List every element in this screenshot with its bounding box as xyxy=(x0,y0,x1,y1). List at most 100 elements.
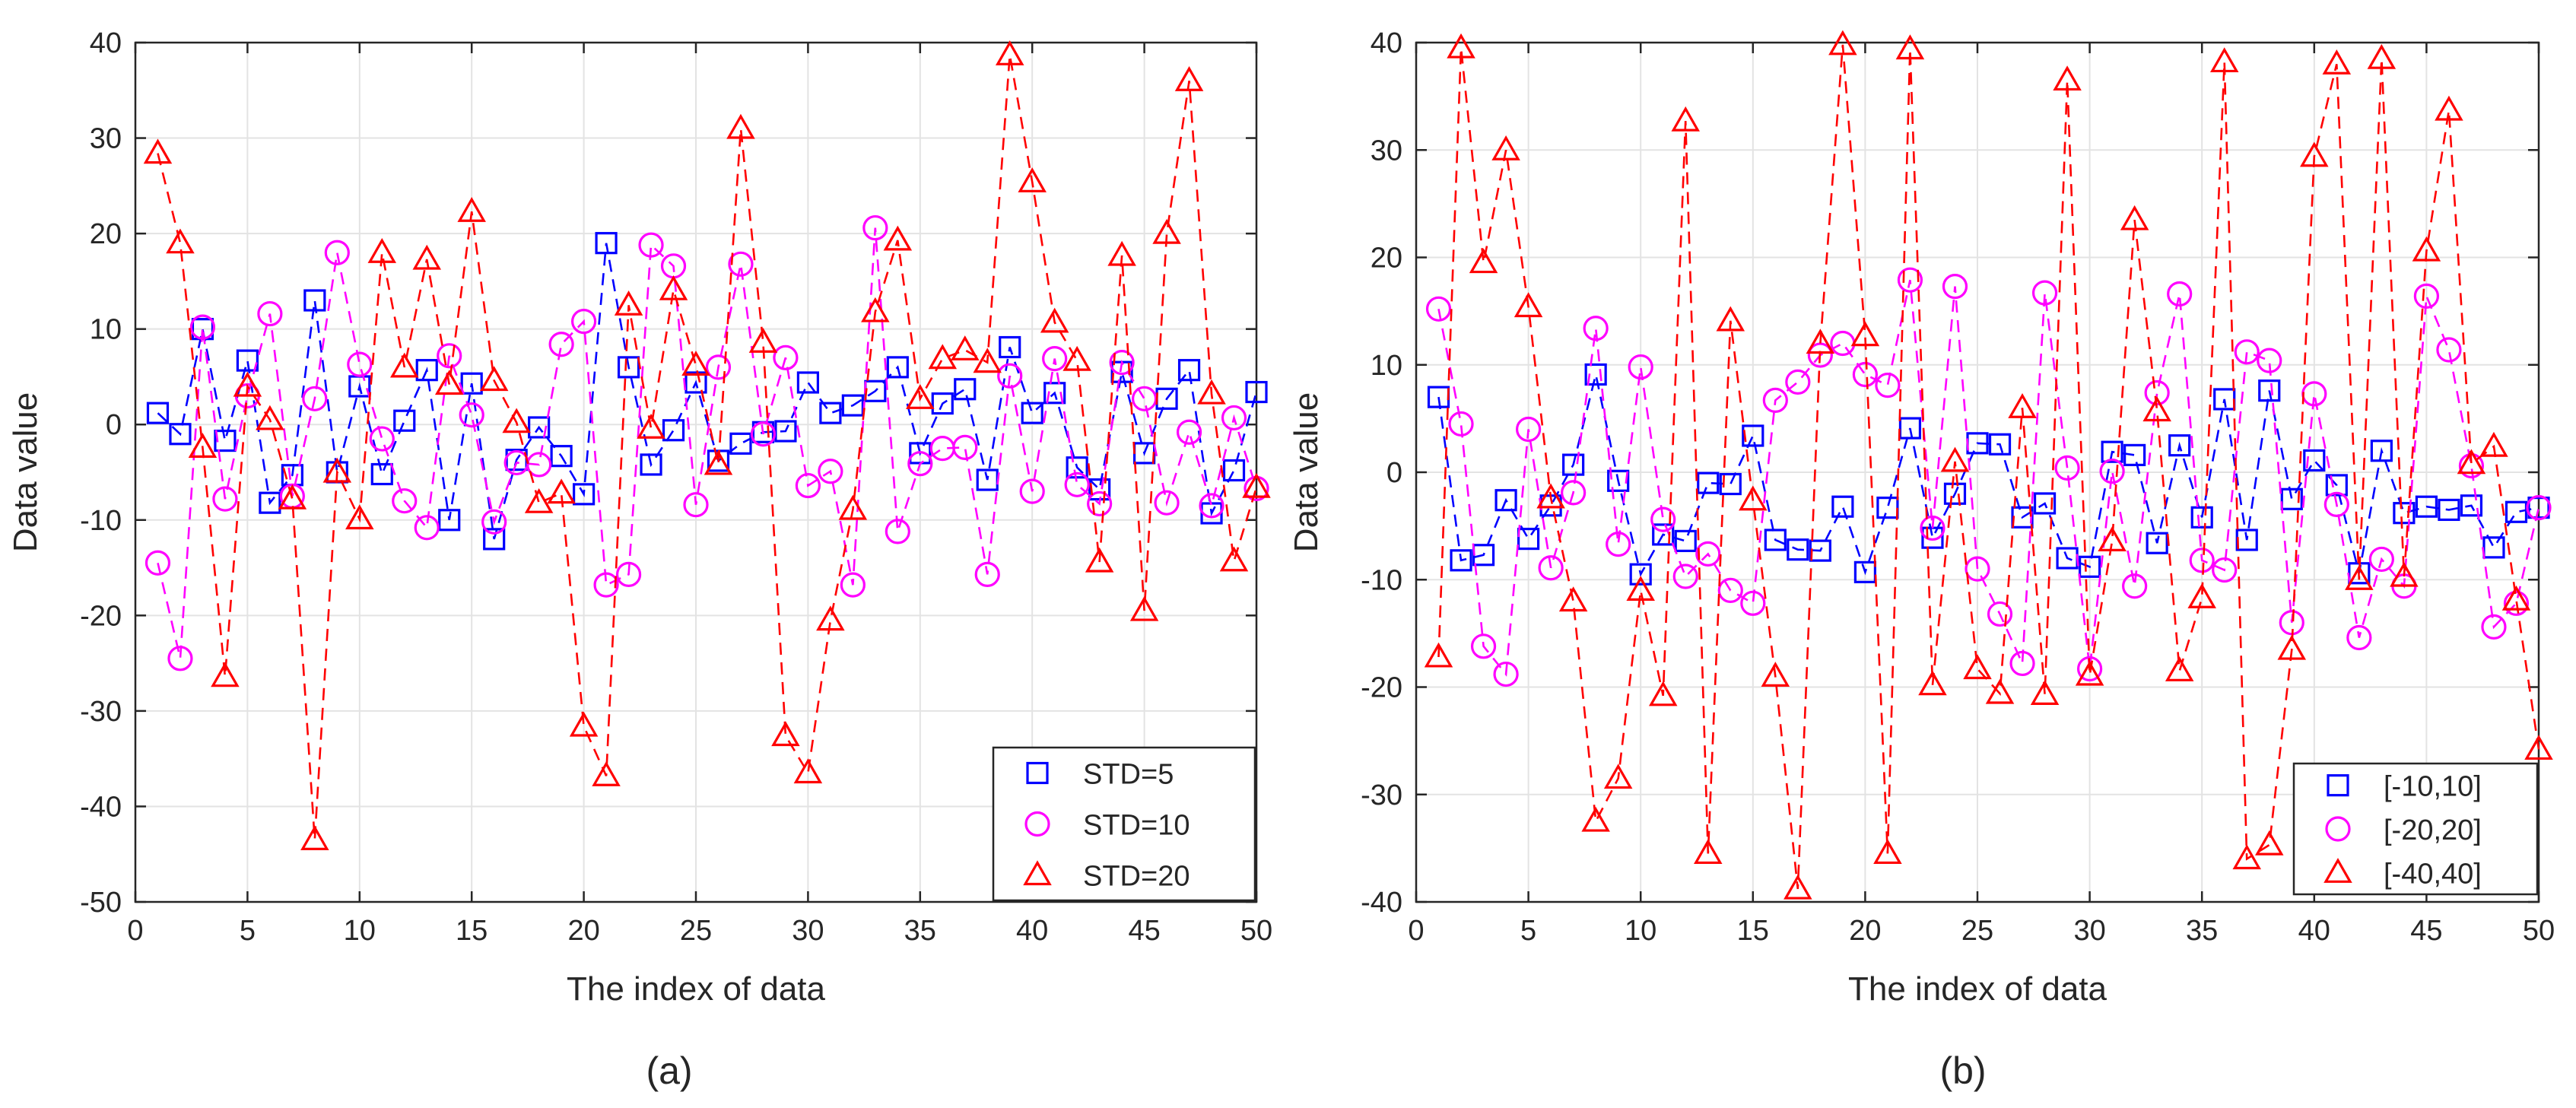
data-point-series-3 xyxy=(2165,656,2194,681)
data-point-series-3 xyxy=(771,721,800,747)
legend-label-2: STD=10 xyxy=(1083,810,1190,842)
data-point-series-2 xyxy=(593,572,619,598)
y-tick-label: 0 xyxy=(1386,457,1402,489)
data-point-series-3 xyxy=(1219,546,1249,572)
data-point-series-3 xyxy=(1648,681,1678,706)
data-point-series-2 xyxy=(414,515,440,541)
x-tick-label: 30 xyxy=(2073,915,2105,947)
data-point-series-3 xyxy=(1062,345,1091,371)
data-point-series-3 xyxy=(2053,65,2082,91)
data-point-series-3 xyxy=(2412,236,2441,262)
data-point-series-3 xyxy=(704,449,733,475)
data-point-series-2 xyxy=(1154,490,1180,516)
data-point-series-3 xyxy=(457,197,486,222)
data-point-series-3 xyxy=(547,478,576,504)
data-point-series-2 xyxy=(1470,633,1497,659)
data-point-series-3 xyxy=(748,328,778,353)
data-point-series-2 xyxy=(1606,532,1631,557)
x-tick-label: 10 xyxy=(344,915,376,947)
data-point-series-2 xyxy=(1942,274,1968,300)
data-point-series-2 xyxy=(1064,471,1090,497)
data-point-series-2 xyxy=(2368,546,2394,573)
data-point-series-2 xyxy=(369,426,395,452)
data-point-series-3 xyxy=(1197,379,1226,405)
data-point-series-2 xyxy=(189,314,216,340)
data-point-series-2 xyxy=(1852,361,1878,388)
legend-marker-2 xyxy=(1024,811,1050,837)
data-point-series-1 xyxy=(1584,363,1607,386)
data-point-series-3 xyxy=(1536,483,1565,509)
data-point-series-2 xyxy=(212,486,238,512)
x-tick-label: 40 xyxy=(2298,915,2330,947)
x-tick-label: 15 xyxy=(1737,915,1769,947)
data-point-series-3 xyxy=(637,414,665,439)
data-point-series-3 xyxy=(211,662,240,687)
data-point-series-1 xyxy=(572,483,596,506)
data-point-series-1 xyxy=(393,409,416,432)
data-point-series-3 xyxy=(1918,670,1947,696)
data-point-series-2 xyxy=(145,550,171,576)
data-point-series-2 xyxy=(2323,491,2349,517)
data-point-series-3 xyxy=(1940,446,1970,472)
data-point-series-2 xyxy=(1448,411,1474,437)
data-point-series-2 xyxy=(2346,624,2372,651)
data-point-series-2 xyxy=(1199,493,1224,519)
data-point-series-2 xyxy=(1087,491,1113,517)
data-point-series-2 xyxy=(2503,590,2530,616)
panel-label: (b) xyxy=(1939,1049,1986,1092)
data-point-series-2 xyxy=(2526,495,2552,521)
data-point-series-3 xyxy=(434,370,464,395)
data-point-series-2 xyxy=(2234,339,2260,365)
data-point-series-1 xyxy=(1652,523,1675,546)
data-point-series-2 xyxy=(167,646,193,671)
data-point-series-3 xyxy=(479,366,509,392)
data-point-series-2 xyxy=(2099,458,2125,484)
data-point-series-2 xyxy=(2009,650,2035,677)
data-point-series-3 xyxy=(143,138,173,164)
data-point-series-3 xyxy=(1152,218,1181,244)
data-point-series-1 xyxy=(1517,527,1540,551)
x-tick-label: 5 xyxy=(1520,915,1536,947)
data-point-series-1 xyxy=(483,528,506,551)
data-point-series-2 xyxy=(1538,555,1564,581)
legend-marker-1 xyxy=(2327,774,2349,797)
data-point-series-1 xyxy=(999,335,1021,359)
data-point-series-1 xyxy=(2370,440,2393,462)
data-point-series-2 xyxy=(548,332,574,357)
data-point-series-2 xyxy=(2257,348,2282,373)
data-point-series-3 xyxy=(1447,33,1475,59)
y-tick-label: 0 xyxy=(106,409,122,441)
data-point-series-2 xyxy=(302,386,328,411)
data-point-series-1 xyxy=(1674,529,1697,553)
data-point-series-2 xyxy=(2031,280,2058,306)
data-point-series-3 xyxy=(1671,106,1700,132)
data-point-series-3 xyxy=(2187,583,2216,608)
data-point-series-3 xyxy=(906,384,935,409)
data-point-series-1 xyxy=(1066,456,1088,479)
data-point-series-1 xyxy=(1494,489,1517,512)
data-point-series-1 xyxy=(886,356,909,379)
data-point-series-3 xyxy=(2524,735,2553,760)
x-tick-label: 40 xyxy=(1016,915,1048,947)
data-point-series-1 xyxy=(2033,492,2057,515)
data-point-series-3 xyxy=(2457,449,2486,475)
data-point-series-3 xyxy=(592,761,621,786)
data-point-series-2 xyxy=(570,309,597,335)
data-point-series-1 xyxy=(684,371,707,394)
x-tick-label: 25 xyxy=(680,915,712,947)
panel-label: (a) xyxy=(646,1049,692,1092)
data-point-series-1 xyxy=(1607,469,1630,492)
data-point-series-3 xyxy=(2345,565,2374,590)
y-tick-label: 10 xyxy=(1371,350,1402,382)
x-tick-label: 35 xyxy=(2186,915,2218,947)
data-point-series-3 xyxy=(838,494,868,520)
data-point-series-2 xyxy=(1897,267,1923,293)
data-point-series-1 xyxy=(1719,472,1742,496)
data-point-series-1 xyxy=(169,423,192,446)
x-tick-label: 35 xyxy=(904,915,936,947)
x-tick-label: 20 xyxy=(1849,915,1881,947)
data-point-series-2 xyxy=(1131,386,1158,411)
data-point-series-1 xyxy=(1809,539,1831,562)
data-point-series-1 xyxy=(2146,532,2168,554)
data-point-series-2 xyxy=(2189,548,2215,573)
